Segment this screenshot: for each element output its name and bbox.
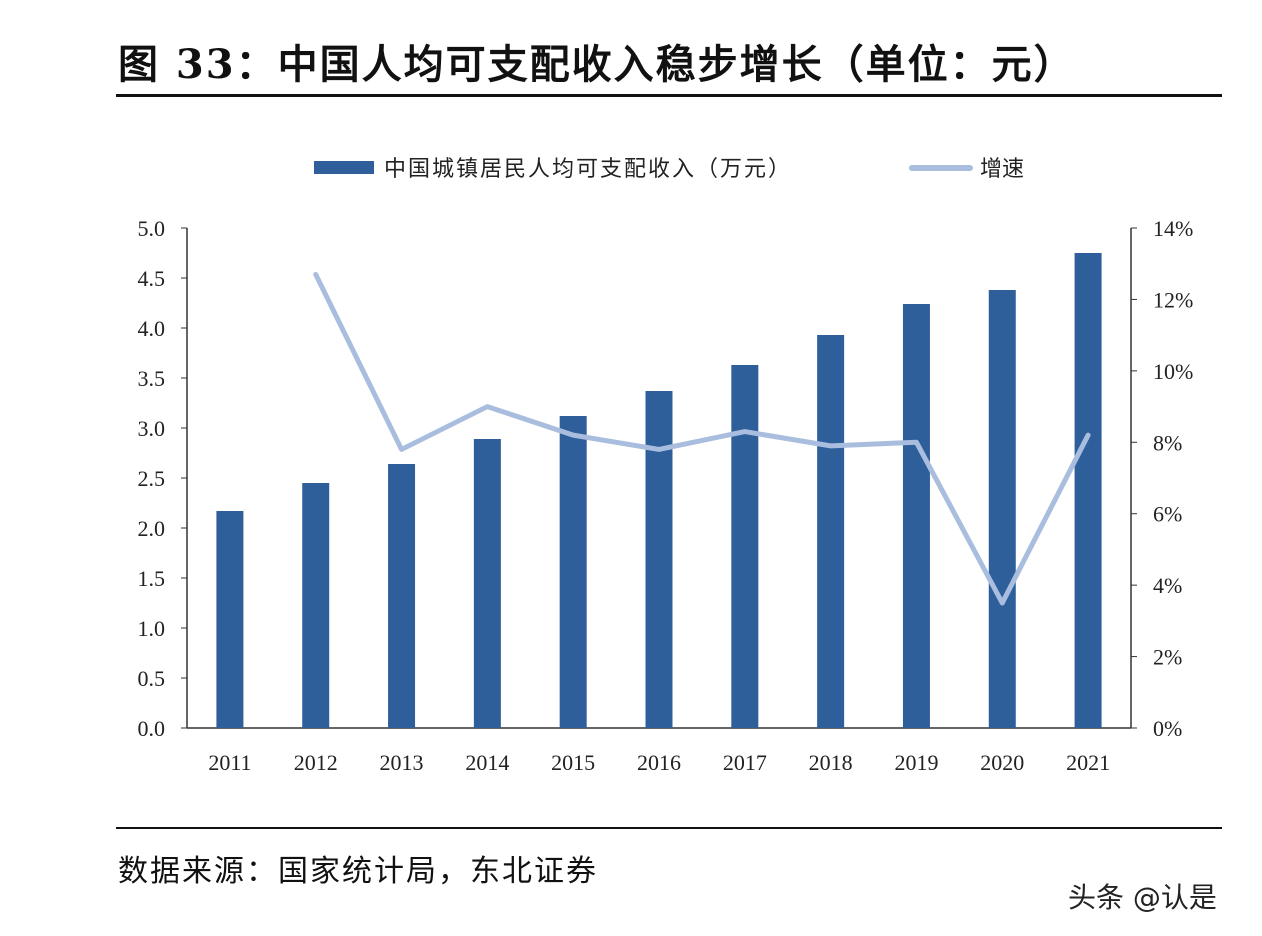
bar-2018 [817,335,845,728]
right-tick-label: 0% [1153,716,1182,741]
bar-2016 [645,391,673,728]
legend-bar-swatch [314,161,374,174]
right-tick-label: 14% [1153,216,1193,241]
x-tick-label: 2019 [894,750,938,775]
right-tick-label: 8% [1153,430,1182,455]
left-tick-label: 4.0 [138,316,166,341]
left-tick-label: 5.0 [138,216,166,241]
x-tick-label: 2020 [980,750,1024,775]
x-tick-label: 2011 [208,750,251,775]
x-tick-label: 2017 [723,750,767,775]
right-tick-label: 12% [1153,287,1193,312]
legend-line-label: 增速 [980,156,1024,181]
left-tick-label: 0.0 [138,716,166,741]
right-tick-label: 10% [1153,359,1193,384]
bar-2019 [902,304,930,728]
source-note: 数据来源：国家统计局，东北证券 [118,854,598,889]
left-tick-label: 1.0 [138,616,166,641]
chart-title: 图 33：中国人均可支配收入稳步增长（单位：元） [118,41,1076,88]
bar-2017 [731,365,759,728]
left-tick-label: 1.5 [138,566,166,591]
left-tick-label: 3.5 [138,366,166,391]
bar-2020 [988,290,1016,728]
left-tick-label: 2.0 [138,516,166,541]
x-tick-label: 2021 [1066,750,1110,775]
right-tick-label: 4% [1153,573,1182,598]
left-tick-label: 3.0 [138,416,166,441]
x-tick-label: 2018 [809,750,853,775]
x-tick-label: 2016 [637,750,681,775]
x-tick-label: 2012 [294,750,338,775]
left-tick-label: 4.5 [138,266,166,291]
left-tick-label: 2.5 [138,466,166,491]
right-tick-label: 2% [1153,645,1182,670]
bar-2011 [216,511,244,728]
legend-bar-label: 中国城镇居民人均可支配收入（万元） [384,156,792,181]
growth-line [313,271,1091,606]
bar-2014 [473,439,501,728]
x-tick-label: 2015 [551,750,595,775]
bar-2015 [559,416,587,728]
title-rule [116,94,1222,97]
left-tick-label: 0.5 [138,666,166,691]
x-tick-label: 2014 [465,750,509,775]
bar-2021 [1074,253,1102,728]
footer-rule [116,827,1222,829]
bar-2012 [302,483,330,728]
bar-2013 [388,464,416,728]
x-tick-label: 2013 [380,750,424,775]
watermark: 头条 @认是 [1068,881,1217,914]
right-tick-label: 6% [1153,502,1182,527]
